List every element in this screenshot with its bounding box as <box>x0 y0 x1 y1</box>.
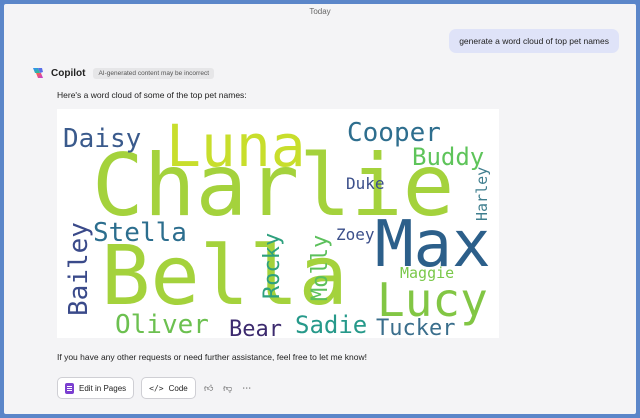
chat-window: Today generate a word cloud of top pet n… <box>4 4 636 414</box>
edit-in-pages-button[interactable]: Edit in Pages <box>57 377 135 399</box>
word-bailey: Bailey <box>64 222 94 316</box>
word-maggie: Maggie <box>400 264 454 282</box>
day-label: Today <box>309 7 331 16</box>
word-sadie: Sadie <box>295 311 367 338</box>
thumbs-up-icon[interactable]: 👍︎ <box>204 382 214 393</box>
message-actions: Edit in Pages </> Code 👍︎ 👎︎ ⋯ <box>57 377 253 399</box>
bot-name: Copilot <box>51 67 86 79</box>
word-oliver: Oliver <box>115 310 209 338</box>
word-daisy: Daisy <box>63 124 141 154</box>
word-cloud-image[interactable]: Charlie Bella Luna Max Lucy Daisy Cooper… <box>57 109 499 338</box>
code-label: Code <box>168 383 188 393</box>
word-tucker: Tucker <box>376 316 455 338</box>
code-button[interactable]: </> Code <box>141 377 196 399</box>
more-options-icon[interactable]: ⋯ <box>242 382 252 393</box>
word-bella: Bella <box>101 229 348 324</box>
intro-text: Here's a word cloud of some of the top p… <box>57 90 247 100</box>
word-luna: Luna <box>166 112 306 180</box>
copilot-logo-icon <box>33 68 43 78</box>
word-stella: Stella <box>93 218 187 248</box>
word-duke: Duke <box>346 174 385 193</box>
followup-text: If you have any other requests or need f… <box>57 352 367 362</box>
ai-disclaimer-badge: AI-generated content may be incorrect <box>93 67 214 79</box>
thumbs-down-icon[interactable]: 👎︎ <box>223 382 233 393</box>
word-cooper: Cooper <box>347 118 441 148</box>
word-buddy: Buddy <box>412 143 484 171</box>
pages-icon <box>65 382 74 394</box>
word-cloud-svg: Charlie Bella Luna Max Lucy Daisy Cooper… <box>63 112 491 338</box>
word-zoey: Zoey <box>336 225 375 244</box>
word-molly: Molly <box>308 235 333 301</box>
bot-header: Copilot AI-generated content may be inco… <box>31 66 214 80</box>
user-message: generate a word cloud of top pet names <box>449 29 619 53</box>
word-bear: Bear <box>229 317 282 338</box>
code-icon: </> <box>149 383 164 393</box>
word-harley: Harley <box>473 167 491 221</box>
word-max: Max <box>375 208 491 282</box>
word-rocky: Rocky <box>260 233 285 299</box>
word-lucy: Lucy <box>377 273 488 327</box>
edit-in-pages-label: Edit in Pages <box>79 383 127 393</box>
word-charlie: Charlie <box>92 136 454 236</box>
